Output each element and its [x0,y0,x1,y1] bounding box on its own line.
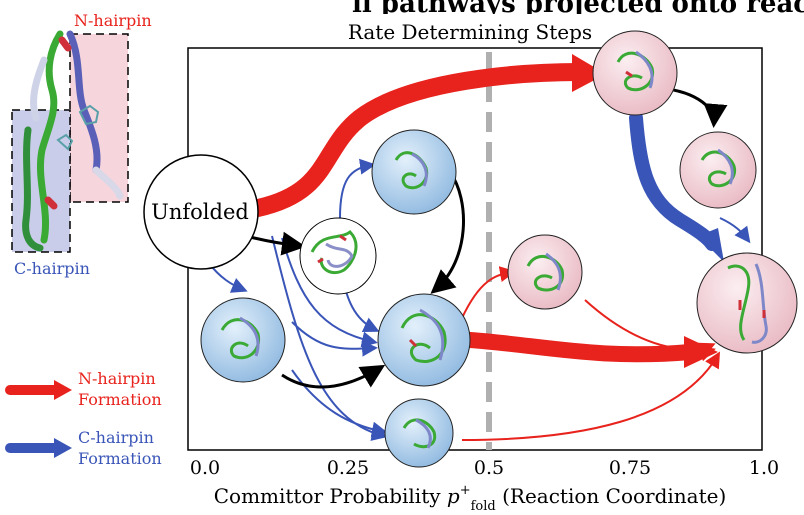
unfolded-label: Unfolded [151,200,249,224]
blue-node-bottom [384,398,454,468]
thick-blue-head [698,228,724,262]
blue-node-top [371,129,457,215]
x-tick-1: 0.25 [327,457,369,479]
x-axis-label-symbol: p [447,484,460,508]
x-axis-label-tail: (Reaction Coordinate) [496,484,727,508]
protein-structure [11,30,129,253]
legend: N-hairpin Formation C-hairpin Formation [5,369,162,468]
blue-node-left [200,297,286,383]
x-axis-label: Committor Probability p+fold (Reaction C… [214,483,727,514]
legend-red-arrow-head [54,380,72,400]
protein-ribbons [220,50,768,449]
thick-red-main-path [249,63,589,217]
legend-blue-arrow-head [54,438,72,458]
blue-node-middle [377,293,471,387]
plot-frame [187,47,763,451]
protein-ribbon-center [310,229,358,275]
x-tick-3: 0.75 [609,457,651,479]
x-axis-label-sub: fold [471,499,496,514]
thick-red-main-head [572,54,606,92]
pink-node-top [592,30,678,116]
thick-red-lower-path [462,332,698,363]
x-tick-4: 1.0 [749,457,779,479]
pink-node-mid [507,234,583,310]
pink-node-right [679,131,757,209]
x-axis-label-main: Committor Probability [214,484,447,508]
thin-blue-arrows [207,158,751,441]
plot-title: Rate Determining Steps [348,20,592,44]
legend-blue-line2: Formation [78,449,162,468]
legend-blue-line1: C-hairpin [78,428,154,447]
n-hairpin-label: N-hairpin [74,11,152,30]
legend-red-line1: N-hairpin [78,369,156,388]
x-axis-label-sup: + [460,483,471,498]
folded-node [696,252,798,354]
x-tick-2: 0.5 [474,457,504,479]
intermediate-node-center [299,217,377,295]
thick-red-lower-head [684,336,718,368]
legend-red-line2: Formation [78,390,162,409]
unfolded-node [143,154,259,270]
c-hairpin-label: C-hairpin [14,259,90,278]
x-tick-0: 0.0 [190,457,220,479]
